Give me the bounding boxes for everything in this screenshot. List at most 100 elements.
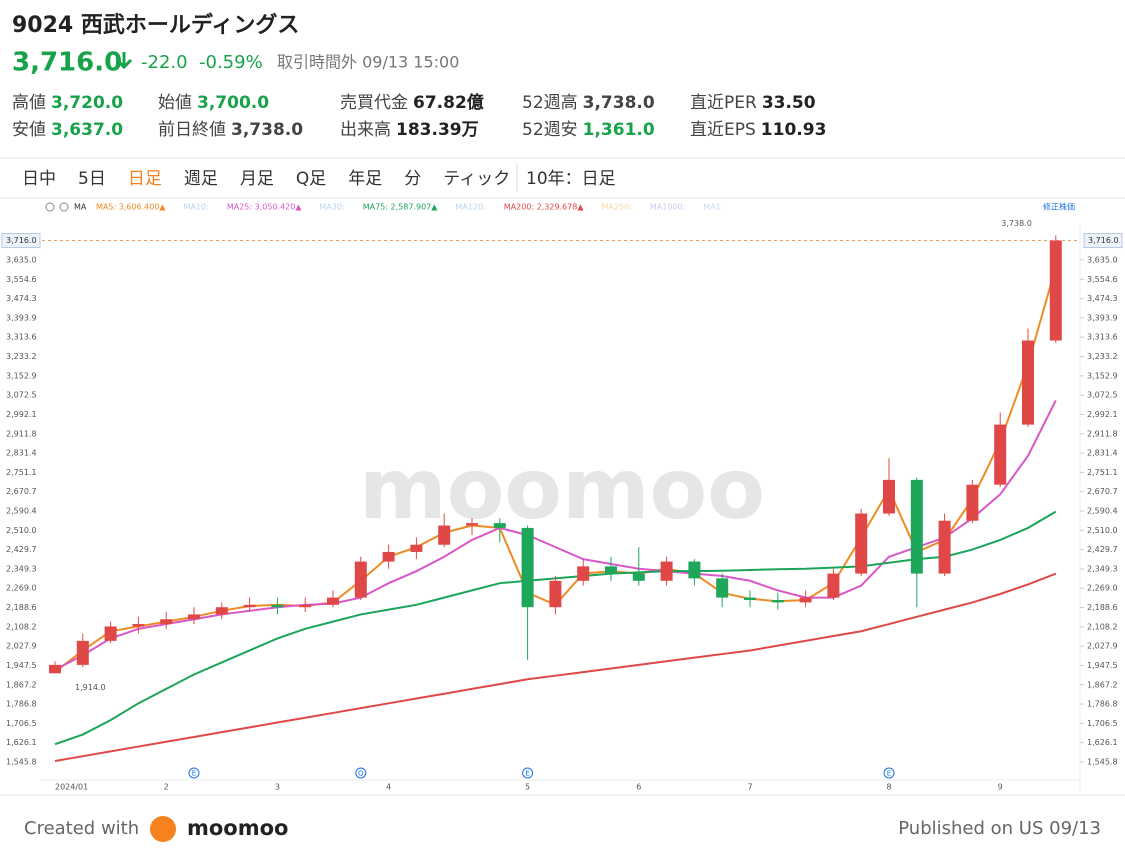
candle-body xyxy=(188,614,200,620)
legend-entry: MA10: xyxy=(184,203,209,212)
candle-body xyxy=(382,551,395,562)
y-tick-label: 3,554.6 xyxy=(6,275,37,284)
y-tick-label: 1,867.2 xyxy=(6,680,37,689)
stat-label: 出来高 xyxy=(340,120,391,140)
y-tick-label: 3,072.5 xyxy=(1087,391,1118,400)
price: 3,716.0 xyxy=(12,48,122,78)
y-tick-label: 2,911.8 xyxy=(1087,429,1118,438)
adjust-price[interactable]: 修正株価 xyxy=(1043,202,1075,212)
event-marker[interactable] xyxy=(522,767,534,779)
stat-value: 3,637.0 xyxy=(51,120,123,140)
tab[interactable]: 月足 xyxy=(240,169,274,189)
candle-body xyxy=(688,561,701,579)
stat-label: 直近EPS xyxy=(690,120,756,140)
y-tick-label: 1,545.8 xyxy=(1087,758,1118,767)
event-label: E xyxy=(192,770,196,778)
event-label: E xyxy=(887,770,891,778)
candle-body xyxy=(938,520,951,574)
stat-value: 3,720.0 xyxy=(51,93,123,113)
stat-value: 1,361.0 xyxy=(583,120,655,140)
candle-body xyxy=(660,561,673,581)
tab[interactable]: Q足 xyxy=(296,169,326,189)
legend-entry: MA25: 3,050.420▲ xyxy=(227,203,303,212)
footer-brand: moomoo xyxy=(187,816,288,840)
candle-body xyxy=(883,479,895,514)
y-tick-label: 2,510.0 xyxy=(1087,526,1118,535)
candle-body xyxy=(966,484,979,521)
candle-body xyxy=(299,604,312,608)
brand-logo xyxy=(150,816,176,842)
event-marker[interactable] xyxy=(188,767,200,779)
change-pct: -0.59% xyxy=(199,52,263,73)
y-tick-label: 2,911.8 xyxy=(6,429,37,438)
x-tick-label: 7 xyxy=(747,783,752,792)
candle-body xyxy=(1022,340,1034,425)
down-arrow xyxy=(115,52,133,70)
candle-body xyxy=(49,664,61,674)
stat-label: 52週安 xyxy=(522,120,578,140)
x-tick-label: 2024/01 xyxy=(55,783,88,792)
low-label: 1,914.0 xyxy=(75,683,106,692)
y-tick-label: 2,590.4 xyxy=(6,507,37,516)
y-tick-label: 2,510.0 xyxy=(6,526,37,535)
close-icon[interactable] xyxy=(59,202,69,212)
y-tick-label: 2,349.3 xyxy=(1087,564,1118,573)
candle-body xyxy=(493,523,506,528)
y-tick-label: 3,233.2 xyxy=(1087,352,1118,361)
stat-label: 高値 xyxy=(12,93,46,113)
candle-body xyxy=(438,525,451,545)
watermark: moomoo xyxy=(359,440,765,538)
y-tick-label: 1,626.1 xyxy=(1087,738,1118,747)
stat-value: 3,738.0 xyxy=(583,93,655,113)
candle-body xyxy=(799,597,812,603)
x-tick-label: 8 xyxy=(886,783,891,792)
candle-body xyxy=(716,578,729,598)
last-price-box xyxy=(1083,233,1123,249)
last-price-box xyxy=(1,233,41,249)
y-tick-label: 3,152.9 xyxy=(1087,371,1118,380)
candle-body xyxy=(215,607,228,615)
stat-value: 67.82億 xyxy=(413,92,484,113)
stat-label: 52週高 xyxy=(522,93,578,113)
event-label: E xyxy=(525,770,529,778)
settings-icon[interactable] xyxy=(45,202,55,212)
y-tick-label: 2,992.1 xyxy=(1087,410,1118,419)
x-tick-label: 3 xyxy=(275,783,280,792)
y-tick-label: 2,027.9 xyxy=(1087,642,1118,651)
candle-body xyxy=(632,573,645,581)
candle-body xyxy=(243,604,256,608)
y-tick-label: 3,635.0 xyxy=(6,256,37,265)
tab[interactable]: ティック xyxy=(443,169,510,189)
tab[interactable]: 日中 xyxy=(22,169,56,189)
tab[interactable]: 日足 xyxy=(128,169,162,189)
y-tick-label: 3,393.9 xyxy=(6,313,37,322)
y-tick-label: 3,554.6 xyxy=(1087,275,1118,284)
y-tick-label: 1,786.8 xyxy=(1087,700,1118,709)
event-label: Q xyxy=(358,770,364,778)
tab[interactable]: 分 xyxy=(404,169,421,189)
candle-body xyxy=(354,561,367,598)
candle-body xyxy=(104,626,117,641)
footer-created: Created with xyxy=(24,818,139,839)
high-label: 3,738.0 xyxy=(1001,219,1032,228)
legend-entry: MA75: 2,587.907▲ xyxy=(363,203,439,212)
range-tab[interactable]: 10年：日足 xyxy=(526,169,616,189)
tab[interactable]: 5日 xyxy=(78,169,106,189)
tab[interactable]: 週足 xyxy=(184,169,218,189)
y-tick-label: 2,670.7 xyxy=(6,487,37,496)
candle-body xyxy=(521,527,534,608)
y-tick-label: 1,706.5 xyxy=(6,719,37,728)
y-tick-label: 1,947.5 xyxy=(1087,661,1118,670)
event-marker[interactable] xyxy=(883,767,895,779)
last-price-label: 3,716.0 xyxy=(1088,236,1119,245)
stat-label: 売買代金 xyxy=(340,93,408,113)
y-tick-label: 2,831.4 xyxy=(6,449,37,458)
candle-body xyxy=(605,566,617,574)
candle-body xyxy=(577,566,590,581)
candle-body xyxy=(771,600,784,603)
y-tick-label: 2,027.9 xyxy=(6,642,37,651)
legend-entry: MA5: 3,606.400▲ xyxy=(96,203,166,212)
tab[interactable]: 年足 xyxy=(348,169,382,189)
x-tick-label: 9 xyxy=(998,783,1003,792)
event-marker[interactable] xyxy=(355,767,367,779)
